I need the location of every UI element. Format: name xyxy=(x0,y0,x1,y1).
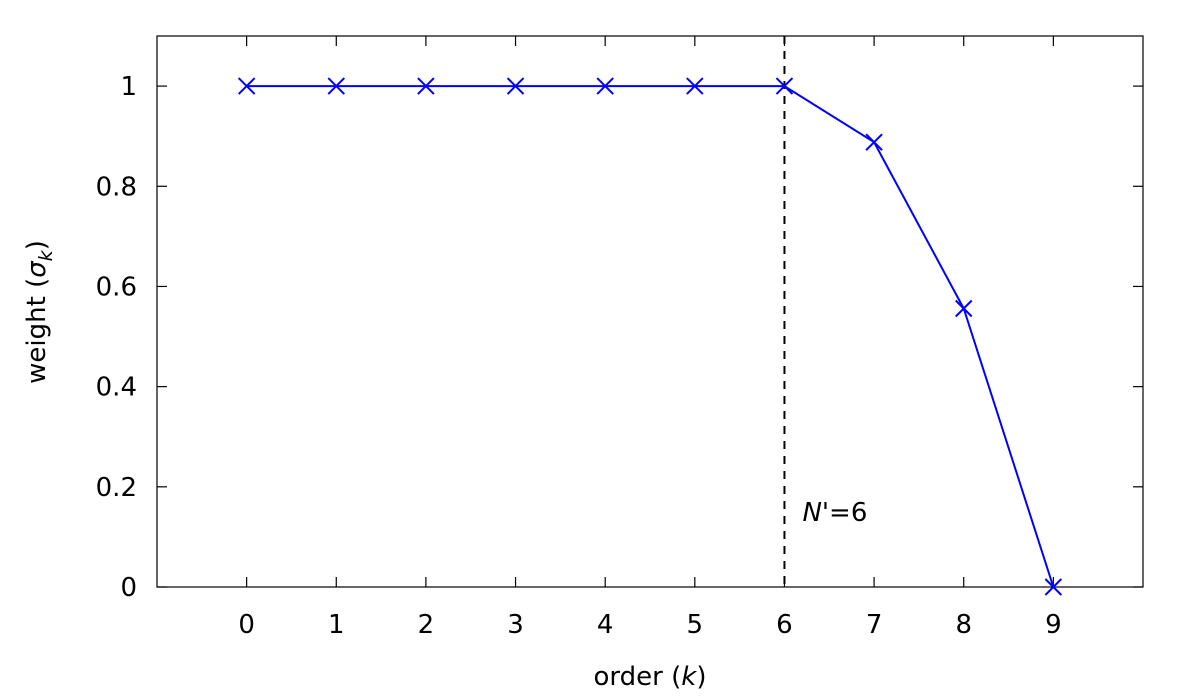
y-axis-label: weight (σk) xyxy=(22,240,57,384)
x-tick-label: 2 xyxy=(418,610,435,640)
data-point-stroke xyxy=(775,77,794,95)
x-axis-label-var: k xyxy=(681,662,697,692)
y-tick-label: 0.8 xyxy=(96,172,137,202)
data-point-marker xyxy=(865,133,883,151)
data-point-stroke xyxy=(865,133,883,151)
data-point-stroke xyxy=(955,299,973,318)
data-point-stroke xyxy=(506,77,525,95)
y-axis-label-sub: k xyxy=(35,249,57,261)
x-tick-label: 7 xyxy=(866,610,883,640)
y-tick-label: 0.6 xyxy=(96,272,137,302)
plot-frame xyxy=(156,35,1144,588)
data-point-stroke xyxy=(237,77,256,95)
data-point-marker xyxy=(327,77,345,95)
y-tick-label: 0.2 xyxy=(96,473,137,503)
x-tick-label: 0 xyxy=(238,610,255,640)
data-point-stroke xyxy=(686,77,704,95)
threshold-annotation: N'=6 xyxy=(802,498,867,528)
threshold-annotation-rest: '=6 xyxy=(822,498,867,528)
data-point-stroke xyxy=(417,77,435,95)
y-tick-label: 1 xyxy=(120,72,137,102)
x-axis-label: order (k) xyxy=(594,662,707,692)
x-tick-label: 6 xyxy=(776,610,793,640)
y-tick-label: 0 xyxy=(120,573,137,603)
x-tick-label: 1 xyxy=(328,610,345,640)
data-point-marker xyxy=(506,77,525,95)
data-point-marker xyxy=(596,77,614,95)
y-axis-label-prefix: weight ( xyxy=(22,278,52,384)
data-point-stroke xyxy=(1044,578,1063,596)
data-point-stroke xyxy=(596,77,614,95)
x-tick-label: 3 xyxy=(507,610,524,640)
data-point-marker xyxy=(417,77,435,95)
x-tick-label: 5 xyxy=(687,610,704,640)
y-tick-label: 0.4 xyxy=(96,373,137,403)
series-line xyxy=(246,85,1055,588)
y-axis-label-var: σ xyxy=(22,260,52,278)
threshold-annotation-var: N xyxy=(802,498,821,528)
x-tick-label: 8 xyxy=(955,610,972,640)
x-tick-label: 9 xyxy=(1045,610,1062,640)
y-axis-label-suffix: ) xyxy=(22,240,52,250)
data-point-marker xyxy=(237,77,256,95)
x-axis-label-suffix: ) xyxy=(696,662,706,692)
data-point-marker xyxy=(686,77,704,95)
x-tick-label: 4 xyxy=(597,610,614,640)
data-point-marker xyxy=(955,299,973,318)
data-point-marker xyxy=(775,77,794,95)
data-point-stroke xyxy=(327,77,345,95)
x-axis-label-prefix: order ( xyxy=(594,662,682,692)
data-point-marker xyxy=(1044,578,1063,596)
